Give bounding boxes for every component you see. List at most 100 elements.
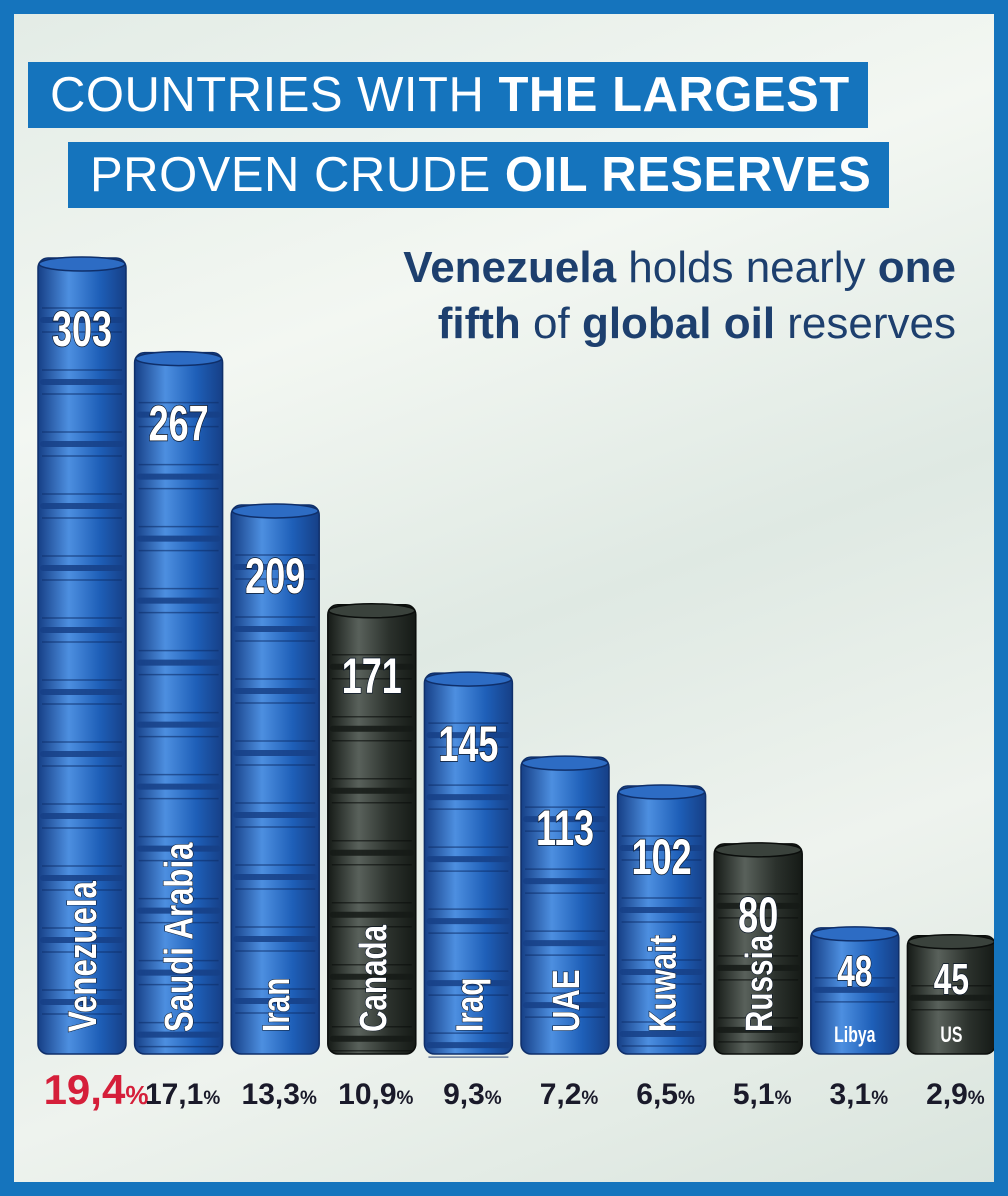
percent-sign: % [485,1088,502,1109]
percent-value: 19,4 [44,1066,126,1113]
barrel-seam [619,969,704,976]
barrel-seam [136,597,221,604]
subtitle-line-1: Venezuela holds nearly one [403,240,956,296]
barrel-lid [907,934,994,950]
title-line-1-bold: THE LARGEST [498,68,850,122]
percent-sign: % [775,1088,792,1109]
barrel-seam [523,816,607,823]
barrel-seam [523,940,607,947]
barrel-seam [426,856,511,863]
barrel-seam [136,721,221,728]
barrel-lid [617,784,706,800]
country-label: Canada [352,924,394,1032]
country-label: Iran [256,978,298,1032]
barrel-seam [233,873,318,880]
percent-value: 2,9 [926,1078,968,1111]
value-label: 80 [738,888,778,943]
percent-sign: % [397,1088,414,1109]
country-label: Iraq [449,978,491,1032]
barrel-seam [523,878,607,885]
barrel-seam [716,902,801,909]
barrel-seam [716,964,801,971]
percent-value: 17,1 [145,1078,203,1111]
country-label: UAE [546,969,588,1032]
barrel-seam [329,725,414,732]
barrel-seam [329,787,414,794]
percent-value: 13,3 [242,1078,300,1111]
barrel-seam [136,907,221,914]
percent-sign: % [581,1088,598,1109]
percent-value: 10,9 [338,1078,396,1111]
subtitle-line-2: fifth of global oil reserves [403,296,956,352]
bar-kuwait: 102 Kuwait [616,784,707,1055]
country-label: Russia [739,934,781,1032]
barrel-seam [136,535,221,542]
bar-us: 45 US [906,934,994,1055]
barrel-seam [136,659,221,666]
title-line-1-normal: COUNTRIES WITH [50,68,499,122]
barrel-seam [40,441,124,447]
bar-iran: 209 Iran [230,503,320,1055]
barrel-seam [40,875,124,881]
barrel-lid [424,671,513,687]
country-label: Venezuela [60,880,105,1032]
value-label: 267 [149,397,209,452]
barrel-lid [714,842,802,858]
value-label: 48 [837,947,872,996]
percent-label: 19,4% [44,1066,149,1113]
barrel-seam [233,687,318,694]
subtitle-text-3: reserves [775,299,956,348]
barrel-seam [812,986,897,993]
percent-value: 9,3 [443,1078,485,1111]
barrel-seam [329,849,414,856]
barrel-seam [329,973,414,980]
barrel-seam [716,1026,801,1033]
barrel-seam [233,625,318,632]
bar-uae: 113 UAE [520,755,610,1055]
country-label: Kuwait [642,935,684,1032]
bar-venezuela: 303 Venezuela [37,256,127,1055]
value-label: 171 [342,649,402,704]
subtitle-venezuela: Venezuela [403,243,617,292]
value-label: 102 [632,830,692,885]
barrel-seam [136,411,221,418]
barrel-seam [233,811,318,818]
percent-label: 6,5% [636,1078,695,1111]
barrel-seam [136,473,221,480]
subtitle-global-oil: global oil [581,299,776,348]
percent-label: 9,3% [443,1078,502,1111]
percent-value: 7,2 [540,1078,582,1111]
bar-canada: 171 Canada [327,603,417,1055]
barrel-seam [40,751,124,757]
barrel-lid [231,503,319,519]
percent-sign: % [968,1088,985,1109]
barrel-seam [40,317,124,323]
value-label: 145 [438,717,498,772]
barrel-lid [811,926,899,942]
barrel-seam [40,999,124,1005]
subtitle-text-1: holds nearly [616,243,878,292]
subtitle-text-2: of [520,299,582,348]
subtitle-one: one [877,243,956,292]
percent-sign: % [300,1088,317,1109]
barrel-lid [134,350,223,367]
percent-sign: % [678,1088,695,1109]
barrel-seam [136,969,221,976]
barrel-seam [909,994,994,1001]
barrel-seam [40,689,124,695]
barrel-seam [40,937,124,943]
barrel-seam [426,794,511,801]
barrel-seam [329,663,414,670]
country-label: Libya [834,1024,876,1048]
percent-sign: % [871,1088,888,1109]
barrel-seam [233,749,318,756]
barrel-lid [521,755,609,771]
percent-label: 10,9% [338,1078,413,1111]
barrel-lid [38,256,126,272]
percent-value: 3,1 [829,1078,871,1111]
barrel-seam [619,907,704,914]
value-label: 113 [536,802,594,857]
barrel-seam [40,565,124,571]
bar-libya: 48 Libya [810,926,900,1055]
